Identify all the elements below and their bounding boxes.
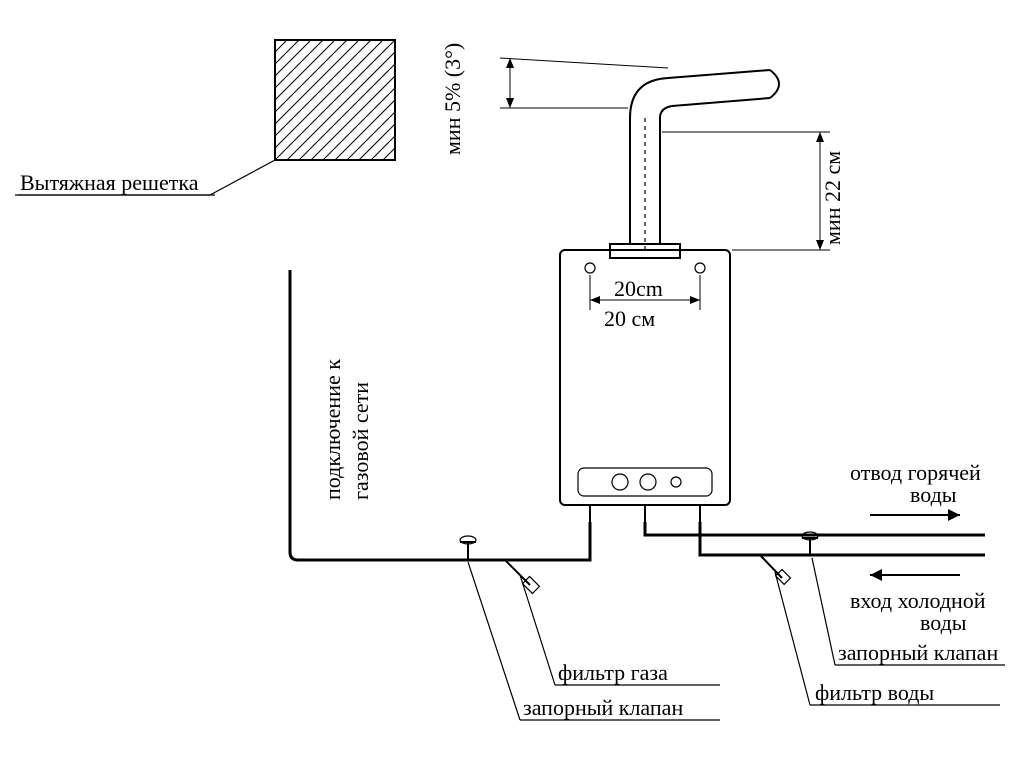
gas-filter-icon (480, 560, 540, 593)
flue-pipe (610, 70, 779, 258)
water-filter-icon (760, 555, 790, 584)
shut-valve-water-label: запорный клапан (838, 640, 998, 665)
gas-valve-icon (455, 536, 480, 560)
shut-valve-gas-label: запорный клапан (523, 695, 683, 720)
gas-conn-label-1: подключение к (320, 359, 345, 500)
hot-out-label-2: воды (910, 482, 957, 507)
dim-20cm: 20 см (604, 306, 655, 331)
diagram: Вытяжная решетка мин 5% (3°) мин 22 см (0, 0, 1024, 776)
dim-20cm-inner: 20cm (614, 276, 663, 301)
dim-22cm-label: мин 22 см (820, 151, 845, 245)
water-filter-label: фильтр воды (815, 680, 934, 705)
gas-conn-label-2: газовой сети (348, 382, 373, 500)
water-heater: 20cm 20 см (560, 250, 730, 522)
flow-arrows (870, 509, 960, 581)
dim-slope (500, 58, 668, 108)
dim-slope-label: мин 5% (3°) (440, 43, 465, 155)
cold-in-label-2: воды (920, 610, 967, 635)
gas-filter-label: фильтр газа (558, 660, 668, 685)
vent-grille-label: Вытяжная решетка (20, 170, 199, 195)
dim-22cm (662, 132, 830, 250)
